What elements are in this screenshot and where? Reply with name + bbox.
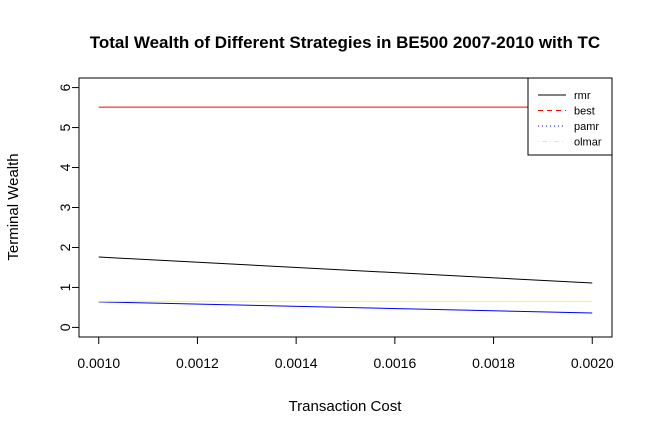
x-tick-label: 0.0020 — [571, 355, 614, 371]
chart-title: Total Wealth of Different Strategies in … — [90, 33, 600, 52]
legend-label-best: best — [574, 106, 595, 118]
x-tick-label: 0.0012 — [176, 355, 219, 371]
x-axis-label: Transaction Cost — [289, 398, 403, 415]
y-axis: 0 1 2 3 4 5 6 — [57, 83, 79, 331]
legend-label-rmr: rmr — [574, 90, 591, 102]
x-tick-label: 0.0010 — [77, 355, 120, 371]
y-axis-label: Terminal Wealth — [5, 153, 22, 260]
x-tick-label: 0.0016 — [373, 355, 416, 371]
y-tick-label: 4 — [57, 163, 73, 171]
y-tick-label: 2 — [57, 243, 73, 251]
y-tick-label: 3 — [57, 203, 73, 211]
legend-box — [527, 77, 613, 156]
x-axis: 0.0010 0.0012 0.0014 0.0016 0.0018 0.0020 — [77, 337, 614, 371]
y-tick-label: 6 — [57, 83, 73, 91]
series-lines — [98, 106, 593, 314]
legend: rmr best pamr olmar — [527, 77, 613, 156]
legend-label-olmar: olmar — [574, 137, 602, 149]
series-line-pamr — [98, 301, 593, 314]
y-tick-label: 1 — [57, 283, 73, 291]
x-tick-label: 0.0018 — [472, 355, 515, 371]
y-tick-label: 0 — [57, 323, 73, 331]
series-line-rmr — [98, 256, 593, 284]
x-tick-label: 0.0014 — [275, 355, 318, 371]
y-tick-label: 5 — [57, 123, 73, 131]
legend-label-pamr: pamr — [574, 121, 599, 133]
